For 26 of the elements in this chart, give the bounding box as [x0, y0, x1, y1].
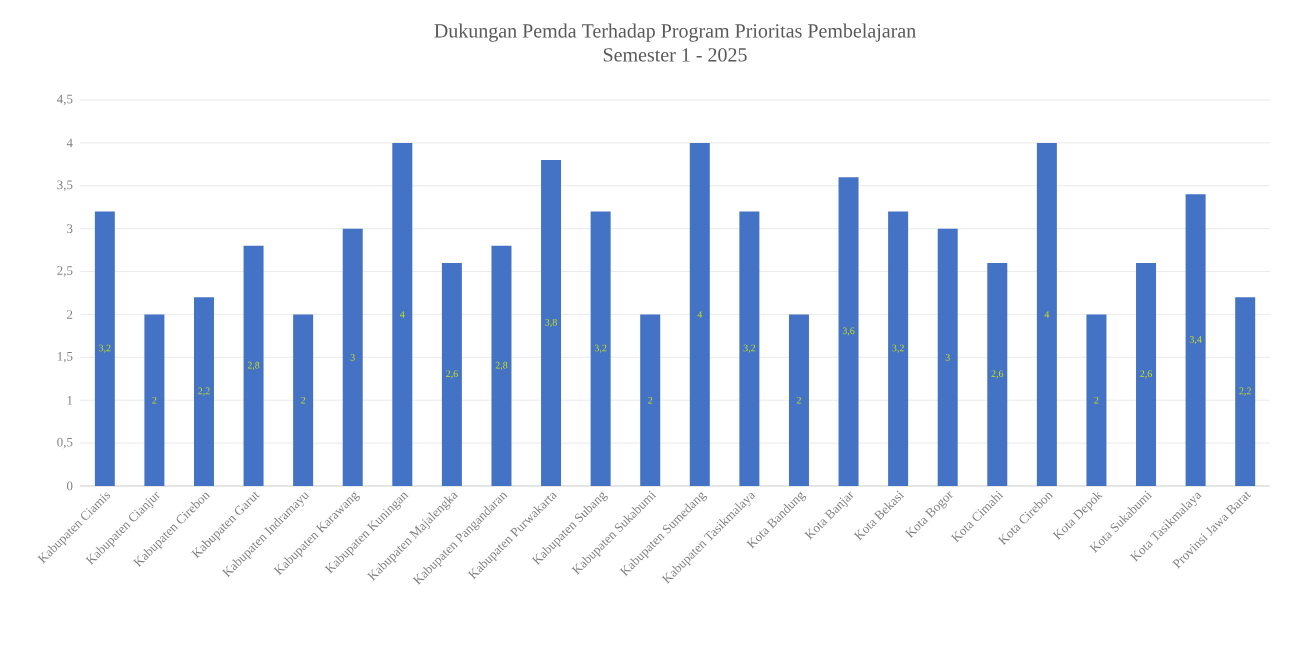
bar — [193, 297, 214, 486]
bar — [1136, 262, 1157, 486]
bar — [144, 314, 165, 486]
bar — [94, 211, 115, 486]
bar — [987, 262, 1008, 486]
bar — [541, 160, 562, 486]
bar — [838, 177, 859, 486]
bar — [243, 245, 264, 486]
bar — [640, 314, 661, 486]
bar — [937, 228, 958, 486]
bar — [1036, 142, 1057, 486]
bar — [491, 245, 512, 486]
bar — [888, 211, 909, 486]
bar — [342, 228, 363, 486]
bar — [441, 262, 462, 486]
bar — [1235, 297, 1256, 486]
bar — [1185, 194, 1206, 486]
chart-subtitle: Semester 1 - 2025 — [603, 48, 747, 62]
bar — [590, 211, 611, 486]
bar — [293, 314, 314, 486]
chart-title: Dukungan Pemda Terhadap Program Prioritas Pembelajaran — [434, 23, 916, 42]
bar — [739, 211, 760, 486]
bar — [392, 142, 413, 486]
bar — [689, 142, 710, 486]
bar — [788, 314, 809, 486]
bar — [1086, 314, 1107, 486]
